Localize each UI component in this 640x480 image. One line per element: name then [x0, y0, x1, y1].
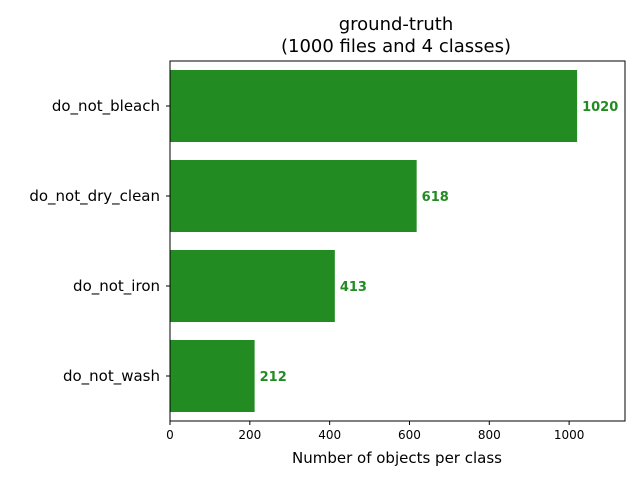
value-labels-group: 212 413 618 1020 [260, 100, 619, 385]
category-label-do_not_iron: do_not_iron [73, 277, 160, 296]
x-axis-title: Number of objects per class [292, 449, 502, 467]
bar-do_not_dry_clean [170, 160, 417, 232]
chart-title: ground-truth [339, 14, 454, 35]
category-label-do_not_dry_clean: do_not_dry_clean [29, 187, 160, 206]
bar-do_not_iron [170, 250, 335, 322]
x-tick-label-200: 200 [238, 428, 261, 442]
bar-do_not_bleach [170, 70, 578, 142]
category-label-do_not_bleach: do_not_bleach [52, 97, 160, 116]
value-label-do_not_bleach: 1020 [582, 100, 618, 115]
value-label-do_not_iron: 413 [340, 280, 367, 295]
category-label-do_not_wash: do_not_wash [63, 367, 160, 386]
bar-do_not_wash [170, 340, 255, 412]
x-ticks-group: 0 200 400 600 800 1000 [166, 421, 584, 442]
bars-group [170, 70, 578, 412]
value-label-do_not_dry_clean: 618 [422, 190, 449, 205]
category-labels-group: do_not_wash do_not_iron do_not_dry_clean do… [29, 97, 170, 386]
x-tick-label-600: 600 [398, 428, 421, 442]
x-tick-label-800: 800 [478, 428, 501, 442]
value-label-do_not_wash: 212 [260, 370, 287, 385]
chart-subtitle: (1000 files and 4 classes) [281, 36, 511, 57]
x-tick-label-0: 0 [166, 428, 174, 442]
plot-frame [169, 60, 626, 422]
x-tick-label-1000: 1000 [554, 428, 585, 442]
x-tick-label-400: 400 [318, 428, 341, 442]
